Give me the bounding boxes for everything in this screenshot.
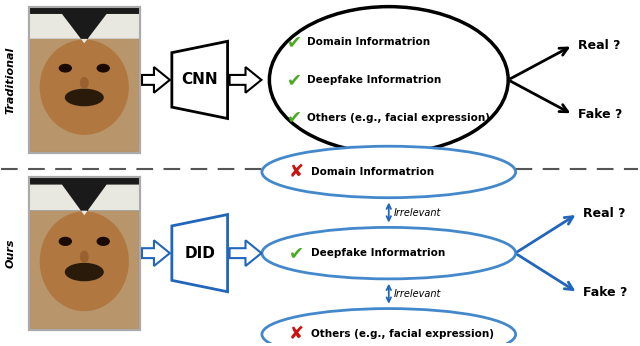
FancyBboxPatch shape	[29, 177, 140, 330]
Text: Traditional: Traditional	[6, 46, 15, 113]
Text: Ours: Ours	[6, 238, 15, 268]
Polygon shape	[172, 41, 228, 118]
Polygon shape	[142, 67, 170, 93]
Text: Irrelevant: Irrelevant	[394, 289, 441, 299]
Text: Real ?: Real ?	[583, 207, 625, 220]
Text: CNN: CNN	[181, 72, 218, 88]
Ellipse shape	[80, 77, 89, 89]
Text: Real ?: Real ?	[578, 39, 620, 52]
Polygon shape	[230, 240, 261, 266]
Text: Others (e.g., facial expression): Others (e.g., facial expression)	[307, 112, 490, 122]
Text: Deepfake Informatrion: Deepfake Informatrion	[307, 75, 442, 85]
Text: Others (e.g., facial expression): Others (e.g., facial expression)	[311, 329, 494, 339]
Ellipse shape	[262, 309, 516, 346]
Text: ✘: ✘	[289, 163, 304, 181]
Text: ✔: ✔	[287, 109, 302, 127]
Text: Fake ?: Fake ?	[583, 286, 627, 299]
Ellipse shape	[262, 227, 516, 279]
Text: ✔: ✔	[287, 33, 302, 51]
Ellipse shape	[40, 211, 129, 311]
Text: ✘: ✘	[289, 325, 304, 343]
Polygon shape	[29, 14, 140, 43]
Polygon shape	[29, 184, 140, 215]
FancyBboxPatch shape	[29, 7, 140, 39]
Polygon shape	[172, 215, 228, 292]
Text: Fake ?: Fake ?	[578, 108, 622, 121]
Ellipse shape	[65, 89, 104, 106]
Ellipse shape	[97, 64, 110, 73]
Ellipse shape	[262, 146, 516, 198]
Ellipse shape	[269, 7, 508, 153]
Text: ✔: ✔	[289, 244, 304, 262]
Ellipse shape	[80, 251, 89, 263]
Text: DID: DID	[184, 246, 215, 261]
Ellipse shape	[40, 39, 129, 135]
Text: Domain Informatrion: Domain Informatrion	[307, 37, 430, 47]
Text: ✔: ✔	[287, 71, 302, 89]
FancyBboxPatch shape	[29, 177, 140, 211]
Ellipse shape	[65, 263, 104, 281]
Polygon shape	[142, 240, 170, 266]
Text: Domain Informatrion: Domain Informatrion	[311, 167, 435, 177]
Text: Irrelevant: Irrelevant	[394, 208, 441, 218]
Ellipse shape	[59, 237, 72, 246]
Ellipse shape	[59, 64, 72, 73]
Polygon shape	[230, 67, 261, 93]
FancyBboxPatch shape	[29, 7, 140, 153]
Ellipse shape	[97, 237, 110, 246]
Text: Deepfake Informatrion: Deepfake Informatrion	[311, 248, 445, 258]
